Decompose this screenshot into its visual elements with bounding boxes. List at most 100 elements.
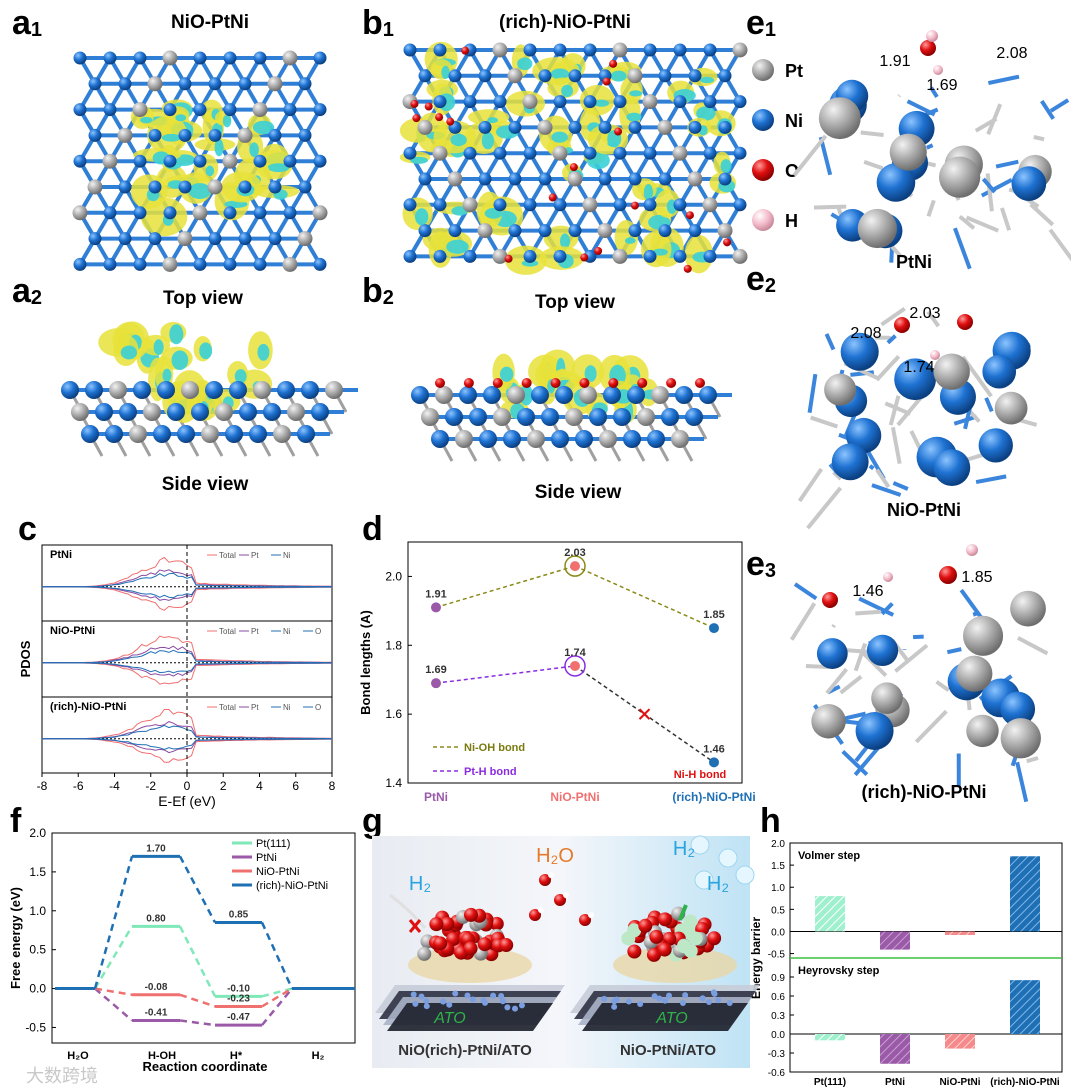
atom-ni xyxy=(103,257,117,271)
lattice-bond xyxy=(793,582,818,601)
legend-label: Pt-H bond xyxy=(464,766,517,778)
x-tick-label: 4 xyxy=(256,779,263,793)
atom-ni xyxy=(208,77,222,91)
x-tick-label: -4 xyxy=(109,779,120,793)
atom-pt xyxy=(237,127,253,143)
atom-ni xyxy=(523,249,537,263)
atom-ni xyxy=(866,634,899,667)
highlight-ring xyxy=(564,655,586,677)
isosurface-cyan xyxy=(162,368,172,383)
atom-ni xyxy=(301,381,319,399)
lattice-bond xyxy=(1015,761,1029,803)
lattice-bond xyxy=(975,474,1007,484)
atom-o xyxy=(463,378,474,388)
h2-bubble xyxy=(690,835,710,855)
panel-b1-title: (rich)-NiO-PtNi xyxy=(499,12,631,33)
x-tick-label: -8 xyxy=(37,779,48,793)
water-molecule xyxy=(529,909,541,921)
support-atom xyxy=(480,997,487,1004)
atom-ni xyxy=(283,206,297,220)
atom-ni xyxy=(538,172,552,186)
y-tick-label: 0.0 xyxy=(771,1030,785,1041)
x-category-label: NiO-PtNi xyxy=(939,1077,980,1088)
atom-pt xyxy=(552,145,568,161)
lattice-bond xyxy=(1029,202,1055,227)
atom-pt xyxy=(177,231,193,247)
cluster-atom xyxy=(499,938,514,953)
atom-pt xyxy=(222,153,238,169)
legend-label: Total xyxy=(219,703,236,712)
isosurface-cyan xyxy=(234,369,247,384)
atom-pt xyxy=(938,156,981,198)
isosurface-cyan xyxy=(222,115,232,128)
atom-ni xyxy=(703,249,717,263)
bond-label: 1.85 xyxy=(961,569,992,586)
lattice-bond xyxy=(810,415,839,429)
atom-o xyxy=(410,99,419,108)
atom-o xyxy=(920,40,936,56)
atom-ni xyxy=(718,172,732,186)
broken-bond-cross xyxy=(638,708,651,720)
lattice-bond xyxy=(926,310,941,328)
atom-ni xyxy=(148,128,162,142)
x-category-label: H₂O xyxy=(67,1050,89,1062)
isosurface-cyan xyxy=(153,339,164,355)
x-category-label: Pt(111) xyxy=(814,1077,846,1088)
atom-pt xyxy=(857,208,897,249)
atom-ni xyxy=(133,206,147,220)
bond-label: 2.03 xyxy=(909,305,940,322)
y-tick-label: 0.5 xyxy=(771,905,785,916)
lattice-bond xyxy=(906,99,936,117)
lattice-bond xyxy=(1040,99,1055,120)
support-atom xyxy=(679,999,686,1006)
atom-ni xyxy=(178,77,192,91)
atom-o xyxy=(412,114,421,123)
lattice-bond xyxy=(855,609,881,616)
support-atom xyxy=(446,1001,453,1008)
cluster-atom xyxy=(657,942,672,957)
atom-ni xyxy=(673,249,687,263)
atom-ni xyxy=(223,257,237,271)
atom-o xyxy=(579,378,590,388)
legend-label: O xyxy=(315,703,321,712)
atom-pt xyxy=(143,403,161,421)
atom-o xyxy=(637,378,648,388)
atom-ni xyxy=(193,154,207,168)
support-atom xyxy=(410,991,417,998)
data-point xyxy=(431,678,441,689)
atom-ni xyxy=(268,180,282,194)
transition-line xyxy=(179,993,216,1008)
isosurface-cyan xyxy=(410,156,429,164)
legend-label: Ni xyxy=(283,703,291,712)
atom-ni xyxy=(193,51,207,65)
atom-o xyxy=(957,314,973,330)
isosurface-cyan xyxy=(610,70,627,82)
isosurface-cyan xyxy=(199,342,213,360)
atom-ni xyxy=(688,224,702,238)
h2-label-right-top: H₂ xyxy=(673,838,695,860)
atom-pt xyxy=(493,408,511,426)
y-tick-label: 0.0 xyxy=(771,927,785,938)
isosurface-cyan xyxy=(560,233,571,249)
atom-ni xyxy=(223,103,237,117)
atom-ni xyxy=(483,386,501,404)
y-tick-label: 0.9 xyxy=(771,973,785,984)
cluster-atom xyxy=(463,941,478,956)
lattice-bond xyxy=(946,647,962,655)
atom-ni xyxy=(688,69,702,83)
y-tick-label: 2.0 xyxy=(29,826,46,840)
atom-o xyxy=(939,566,957,584)
atom-ni xyxy=(568,69,582,83)
atom-ni xyxy=(118,232,132,246)
x-category-label: PtNi xyxy=(885,1077,905,1088)
y-tick-label: 1.4 xyxy=(385,776,402,790)
transition-line xyxy=(179,1019,216,1027)
atom-ni xyxy=(1000,691,1036,727)
y-axis-label: Bond lengths (A) xyxy=(358,610,373,715)
isosurface-cyan xyxy=(169,324,184,345)
atom-pt xyxy=(582,197,598,213)
atom-pt xyxy=(818,97,861,140)
watermark: 大数跨境 xyxy=(26,1066,98,1086)
bar xyxy=(815,1034,845,1041)
chart-f: -0.5 0.0 0.5 1.0 1.5 2.0 Free energy (eV) H₂O H-… xyxy=(8,826,356,1074)
